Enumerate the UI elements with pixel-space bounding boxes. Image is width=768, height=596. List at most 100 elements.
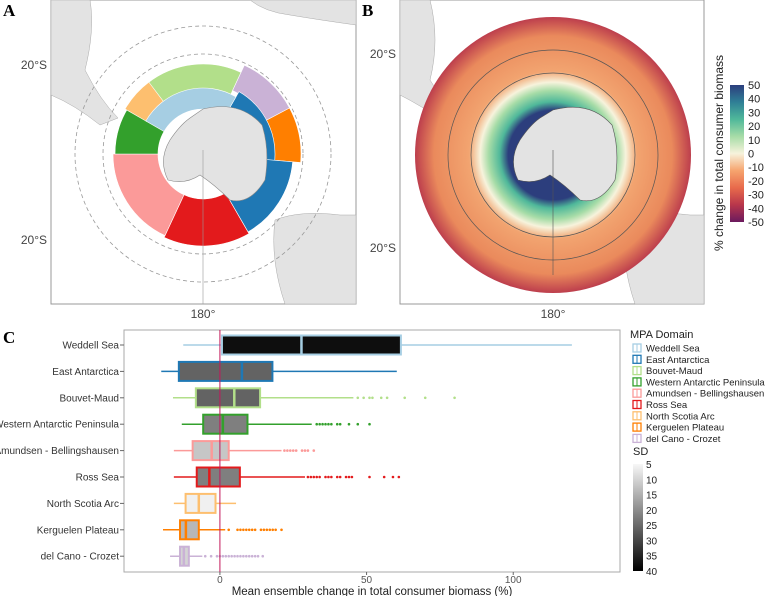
category-label: East Antarctica — [52, 367, 119, 378]
sd-tick-label: 20 — [646, 506, 658, 517]
colorbar-tick-label: 0 — [748, 149, 754, 161]
outlier-point — [250, 528, 254, 532]
lon-label: 180° — [191, 307, 216, 321]
outlier-point — [330, 475, 333, 479]
outlier-point — [385, 396, 389, 400]
outlier-point — [321, 422, 324, 426]
outlier-point — [253, 554, 257, 558]
box-iqr — [184, 492, 217, 514]
outlier-point — [265, 528, 269, 532]
outlier-point — [262, 528, 266, 532]
category-label: Amundsen - Bellingshausen — [0, 446, 119, 457]
outlier-point — [230, 554, 233, 558]
colorbar — [730, 85, 744, 222]
outlier-point — [261, 554, 265, 558]
box-western-antarctic-peninsula: Western Antarctic Peninsula — [0, 413, 371, 435]
legend-label: Weddell Sea — [646, 344, 700, 355]
legend-label: Kerguelen Plateau — [646, 423, 724, 434]
outlier-point — [239, 554, 242, 558]
colorbar-tick-label: -30 — [748, 190, 764, 202]
outlier-point — [268, 528, 272, 532]
outlier-point — [253, 528, 257, 532]
legend-item: North Scotia Arc — [632, 411, 715, 422]
outlier-point — [309, 475, 313, 479]
outlier-point — [338, 422, 342, 426]
sd-tick-label: 15 — [646, 491, 658, 502]
antarctica-land — [163, 106, 268, 202]
legend-label: Bouvet-Maud — [646, 366, 703, 377]
antarctica-land — [513, 106, 618, 202]
outlier-point — [403, 396, 407, 400]
x-axis-title: Mean ensemble change in total consumer b… — [232, 586, 513, 596]
outlier-point — [423, 396, 427, 400]
outlier-point — [303, 449, 307, 452]
outlier-point — [250, 554, 254, 558]
legend-label: Ross Sea — [646, 400, 688, 411]
outlier-point — [312, 475, 316, 479]
box-ross-sea: Ross Sea — [76, 466, 401, 488]
outlier-point — [227, 528, 231, 532]
outlier-point — [256, 554, 260, 558]
sd-legend-title: SD — [633, 446, 648, 458]
colorbar-tick-label: -20 — [748, 176, 764, 188]
box-del-cano-crozet: del Cano - Crozet — [41, 545, 265, 567]
sd-colorbar — [633, 464, 643, 571]
outlier-point — [247, 554, 251, 558]
outlier-point — [280, 528, 283, 532]
legend-label: del Cano - Crozet — [646, 434, 721, 445]
category-label: Kerguelen Plateau — [37, 525, 119, 536]
outlier-point — [324, 475, 327, 479]
domain-sector-amundsen-bellingshausen — [112, 153, 185, 236]
outlier-point — [368, 396, 371, 400]
box-iqr — [177, 360, 274, 382]
outlier-point — [259, 528, 263, 532]
legend-label: East Antarctica — [646, 355, 710, 366]
outlier-point — [306, 475, 310, 479]
outlier-point — [306, 449, 310, 452]
box-weddell-sea: Weddell Sea — [62, 334, 572, 356]
box-kerguelen-plateau: Kerguelen Plateau — [37, 519, 283, 541]
colorbar-tick-label: 10 — [748, 135, 760, 147]
category-label: Bouvet-Maud — [60, 393, 119, 404]
outlier-point — [209, 554, 213, 558]
outlier-point — [327, 475, 330, 479]
outlier-point — [350, 475, 354, 479]
panel-label-c: C — [3, 328, 15, 347]
colorbar-tick-label: 20 — [748, 121, 760, 133]
outlier-point — [356, 422, 360, 426]
outlier-point — [347, 475, 351, 479]
category-label: North Scotia Arc — [47, 499, 119, 510]
x-tick-label: 50 — [361, 575, 373, 586]
outlier-point — [344, 475, 348, 479]
lat-label-top: 20°S — [21, 58, 47, 72]
outlier-point — [368, 475, 371, 479]
lat-label-top: 20°S — [370, 47, 396, 61]
outlier-point — [335, 475, 339, 479]
outlier-point — [338, 475, 342, 479]
box-iqr — [195, 466, 241, 488]
legend-item: East Antarctica — [632, 354, 710, 366]
legend-item: del Cano - Crozet — [632, 433, 721, 445]
outlier-point — [453, 396, 456, 400]
legend-item: Weddell Sea — [632, 343, 700, 355]
panel-label-a: A — [3, 1, 16, 20]
sd-tick-label: 5 — [646, 460, 652, 471]
colorbar-tick-label: -10 — [748, 162, 764, 174]
outlier-point — [318, 475, 321, 479]
outlier-point — [274, 528, 277, 532]
outlier-point — [245, 554, 248, 558]
outlier-point — [236, 554, 239, 558]
sd-tick-label: 40 — [646, 567, 658, 578]
box-iqr — [179, 519, 200, 541]
category-label: Weddell Sea — [62, 341, 119, 352]
colorbar-tick-label: 50 — [748, 80, 760, 92]
colorbar-tick-label: -40 — [748, 203, 764, 215]
legend-title: MPA Domain — [630, 329, 693, 341]
box-iqr — [194, 387, 262, 409]
outlier-point — [312, 449, 316, 452]
outlier-point — [327, 422, 330, 426]
box-north-scotia-arc: North Scotia Arc — [47, 492, 237, 514]
